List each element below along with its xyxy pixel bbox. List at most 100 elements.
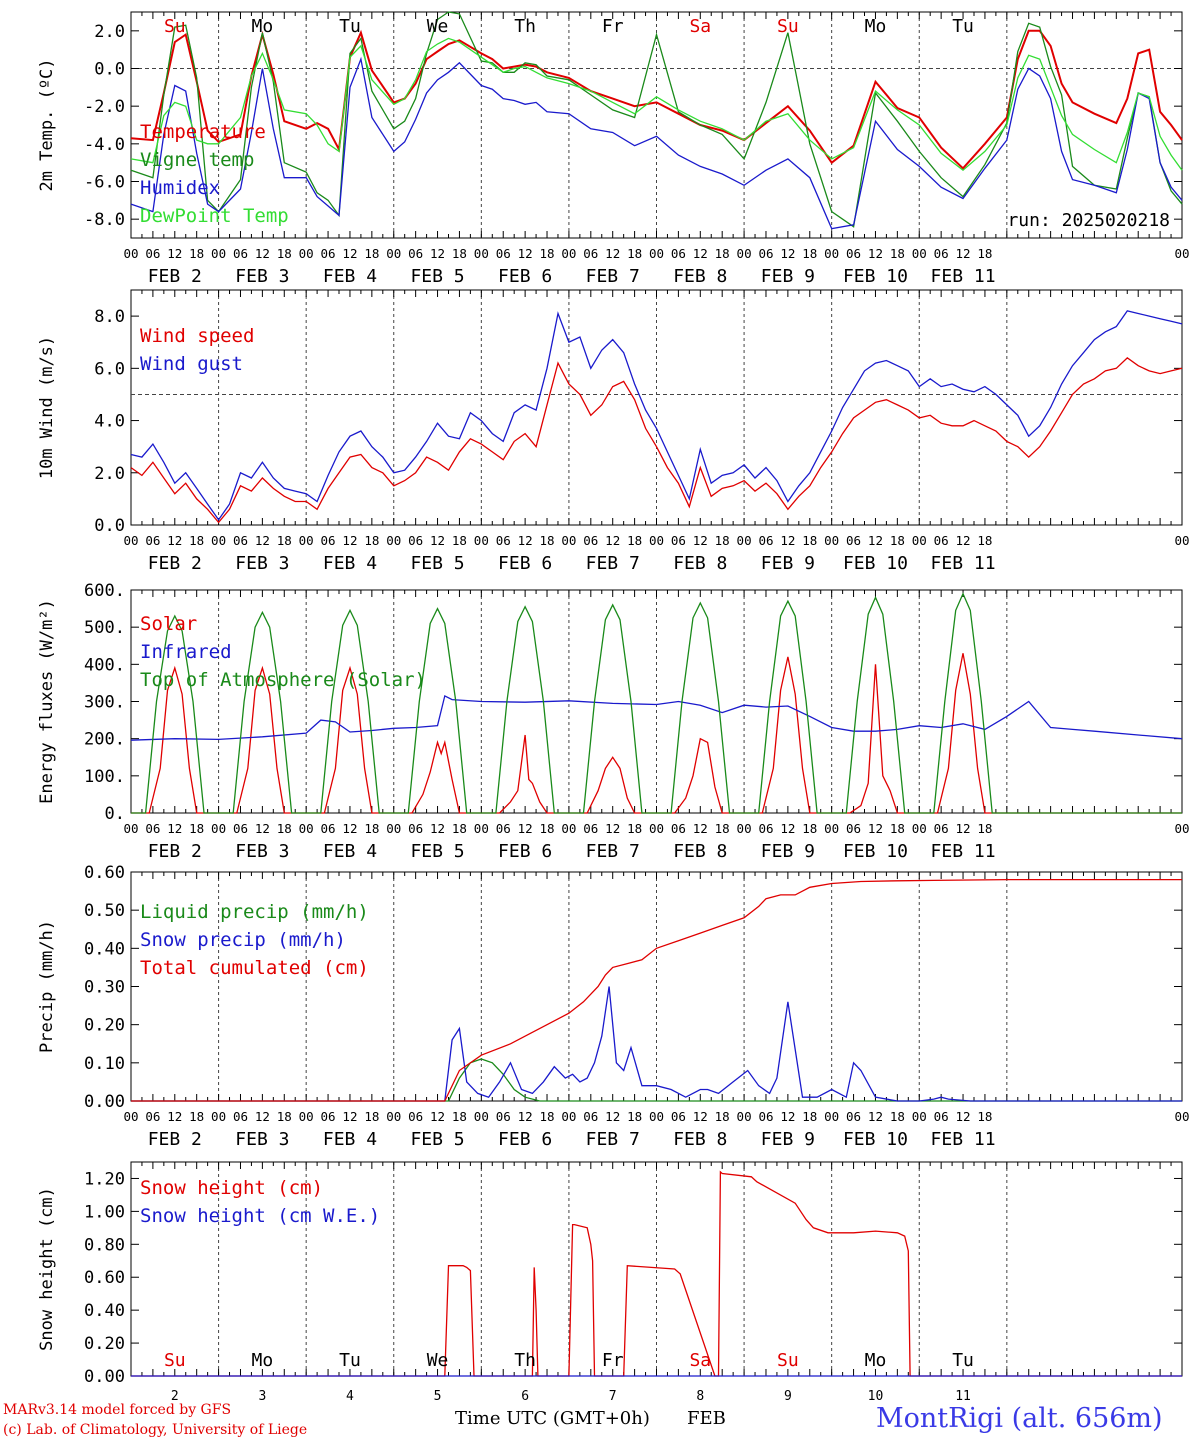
- hour-tick-label: 00: [649, 533, 664, 548]
- day-number-label: 11: [955, 1389, 971, 1404]
- legend-entry: Top of Atmosphere (Solar): [140, 669, 426, 691]
- series-line-3: [131, 592, 1182, 814]
- date-label: FEB 4: [323, 266, 377, 287]
- hour-tick-label: 00: [386, 1109, 401, 1124]
- y-tick-label: 6.0: [94, 359, 125, 379]
- legend-entry: Vigne temp: [140, 149, 254, 171]
- hour-tick-label: 06: [934, 533, 949, 548]
- weekday-label: Su: [164, 1350, 186, 1371]
- y-axis-label: Precip (mm/h): [37, 920, 57, 1053]
- day-number-label: 6: [521, 1389, 529, 1404]
- weekday-label: Fr: [602, 1350, 624, 1371]
- hour-tick-label: 18: [539, 533, 554, 548]
- hour-tick-label: 00: [386, 533, 401, 548]
- hour-tick-label: 18: [627, 533, 642, 548]
- day-number-label: 7: [609, 1389, 617, 1404]
- legend-entry: Total cumulated (cm): [140, 957, 369, 979]
- day-number-label: 10: [868, 1389, 884, 1404]
- hour-tick-label: 06: [233, 533, 248, 548]
- hour-tick-label: 12: [868, 1109, 883, 1124]
- legend-entry: DewPoint Temp: [140, 205, 289, 227]
- hour-tick-label: 12: [342, 821, 357, 836]
- hour-tick-label: 00: [1174, 1109, 1189, 1124]
- date-label: FEB 3: [235, 553, 289, 574]
- y-tick-label: -2.0: [84, 97, 125, 117]
- legend-entry: Snow height (cm W.E.): [140, 1205, 380, 1227]
- hour-tick-label: 18: [189, 533, 204, 548]
- y-tick-label: 1.00: [84, 1202, 125, 1222]
- hour-tick-label: 06: [583, 533, 598, 548]
- hour-tick-label: 12: [255, 533, 270, 548]
- weekday-label: Th: [514, 1350, 536, 1371]
- hour-tick-label: 18: [539, 821, 554, 836]
- y-tick-label: 0.60: [84, 863, 125, 883]
- hour-tick-label: 00: [211, 1109, 226, 1124]
- weekday-label: We: [427, 1350, 449, 1371]
- hour-tick-label: 06: [496, 533, 511, 548]
- hour-tick-label: 18: [452, 533, 467, 548]
- y-tick-label: 0.60: [84, 1268, 125, 1288]
- weekday-label: Mo: [252, 1350, 274, 1371]
- y-axis-label: 2m Temp. (ºC): [37, 58, 57, 191]
- hour-tick-label: 06: [145, 821, 160, 836]
- y-tick-label: 600.: [84, 581, 125, 601]
- hour-tick-label: 06: [934, 246, 949, 261]
- date-label: FEB 6: [498, 841, 552, 862]
- date-label: FEB 11: [931, 266, 996, 287]
- hour-tick-label: 00: [824, 533, 839, 548]
- y-tick-label: 8.0: [94, 307, 125, 327]
- hour-tick-label: 12: [693, 1109, 708, 1124]
- y-tick-label: 2.0: [94, 464, 125, 484]
- series-line-3: [130, 56, 1183, 230]
- hour-tick-label: 06: [233, 821, 248, 836]
- hour-tick-label: 06: [671, 821, 686, 836]
- date-label: FEB 5: [410, 841, 464, 862]
- y-tick-label: 0.10: [84, 1054, 125, 1074]
- hour-tick-label: 18: [452, 246, 467, 261]
- date-label: FEB 9: [761, 266, 815, 287]
- hour-tick-label: 00: [123, 1109, 138, 1124]
- weekday-label: Su: [164, 16, 186, 37]
- hour-tick-label: 18: [539, 246, 554, 261]
- chart-panel-3: 600. 500. 400. 300. 200. 100. 0. Energy fluxes …: [37, 581, 1190, 862]
- hour-tick-label: 12: [518, 821, 533, 836]
- hour-tick-label: 12: [342, 246, 357, 261]
- y-tick-label: 0.00: [84, 1092, 125, 1112]
- hour-tick-label: 00: [649, 821, 664, 836]
- y-tick-label: 0.0: [94, 60, 125, 80]
- date-label: FEB 7: [586, 553, 640, 574]
- weekday-label: Tu: [952, 1350, 974, 1371]
- hour-tick-label: 00: [474, 1109, 489, 1124]
- series-line-1: [131, 653, 1182, 814]
- date-label: FEB 7: [586, 841, 640, 862]
- hour-tick-label: 12: [430, 1109, 445, 1124]
- weekday-label: Su: [777, 1350, 799, 1371]
- hour-tick-label: 18: [715, 533, 730, 548]
- hour-tick-label: 12: [518, 533, 533, 548]
- hour-tick-label: 06: [321, 533, 336, 548]
- hour-tick-label: 06: [583, 246, 598, 261]
- legend-entry: Temperature: [140, 121, 266, 143]
- hour-tick-label: 18: [627, 821, 642, 836]
- weekday-label: Th: [514, 16, 536, 37]
- hour-tick-label: 12: [342, 1109, 357, 1124]
- date-label: FEB 9: [761, 1129, 815, 1150]
- series-line-4: [130, 37, 1183, 172]
- hour-tick-label: 12: [956, 1109, 971, 1124]
- hour-tick-label: 06: [321, 821, 336, 836]
- hour-tick-label: 06: [145, 1109, 160, 1124]
- date-label: FEB 10: [843, 841, 908, 862]
- hour-tick-label: 18: [189, 246, 204, 261]
- hour-tick-label: 00: [561, 1109, 576, 1124]
- model-credit: MARv3.14 model forced by GFS: [3, 1402, 231, 1418]
- hour-tick-label: 06: [758, 246, 773, 261]
- y-tick-label: 0.40: [84, 1301, 125, 1321]
- y-tick-label: 4.0: [94, 412, 125, 432]
- hour-tick-label: 12: [956, 821, 971, 836]
- date-label: FEB 10: [843, 266, 908, 287]
- hour-tick-label: 00: [912, 1109, 927, 1124]
- date-label: FEB 2: [148, 1129, 202, 1150]
- hour-tick-label: 00: [211, 246, 226, 261]
- y-tick-label: 0.80: [84, 1235, 125, 1255]
- hour-tick-label: 18: [364, 246, 379, 261]
